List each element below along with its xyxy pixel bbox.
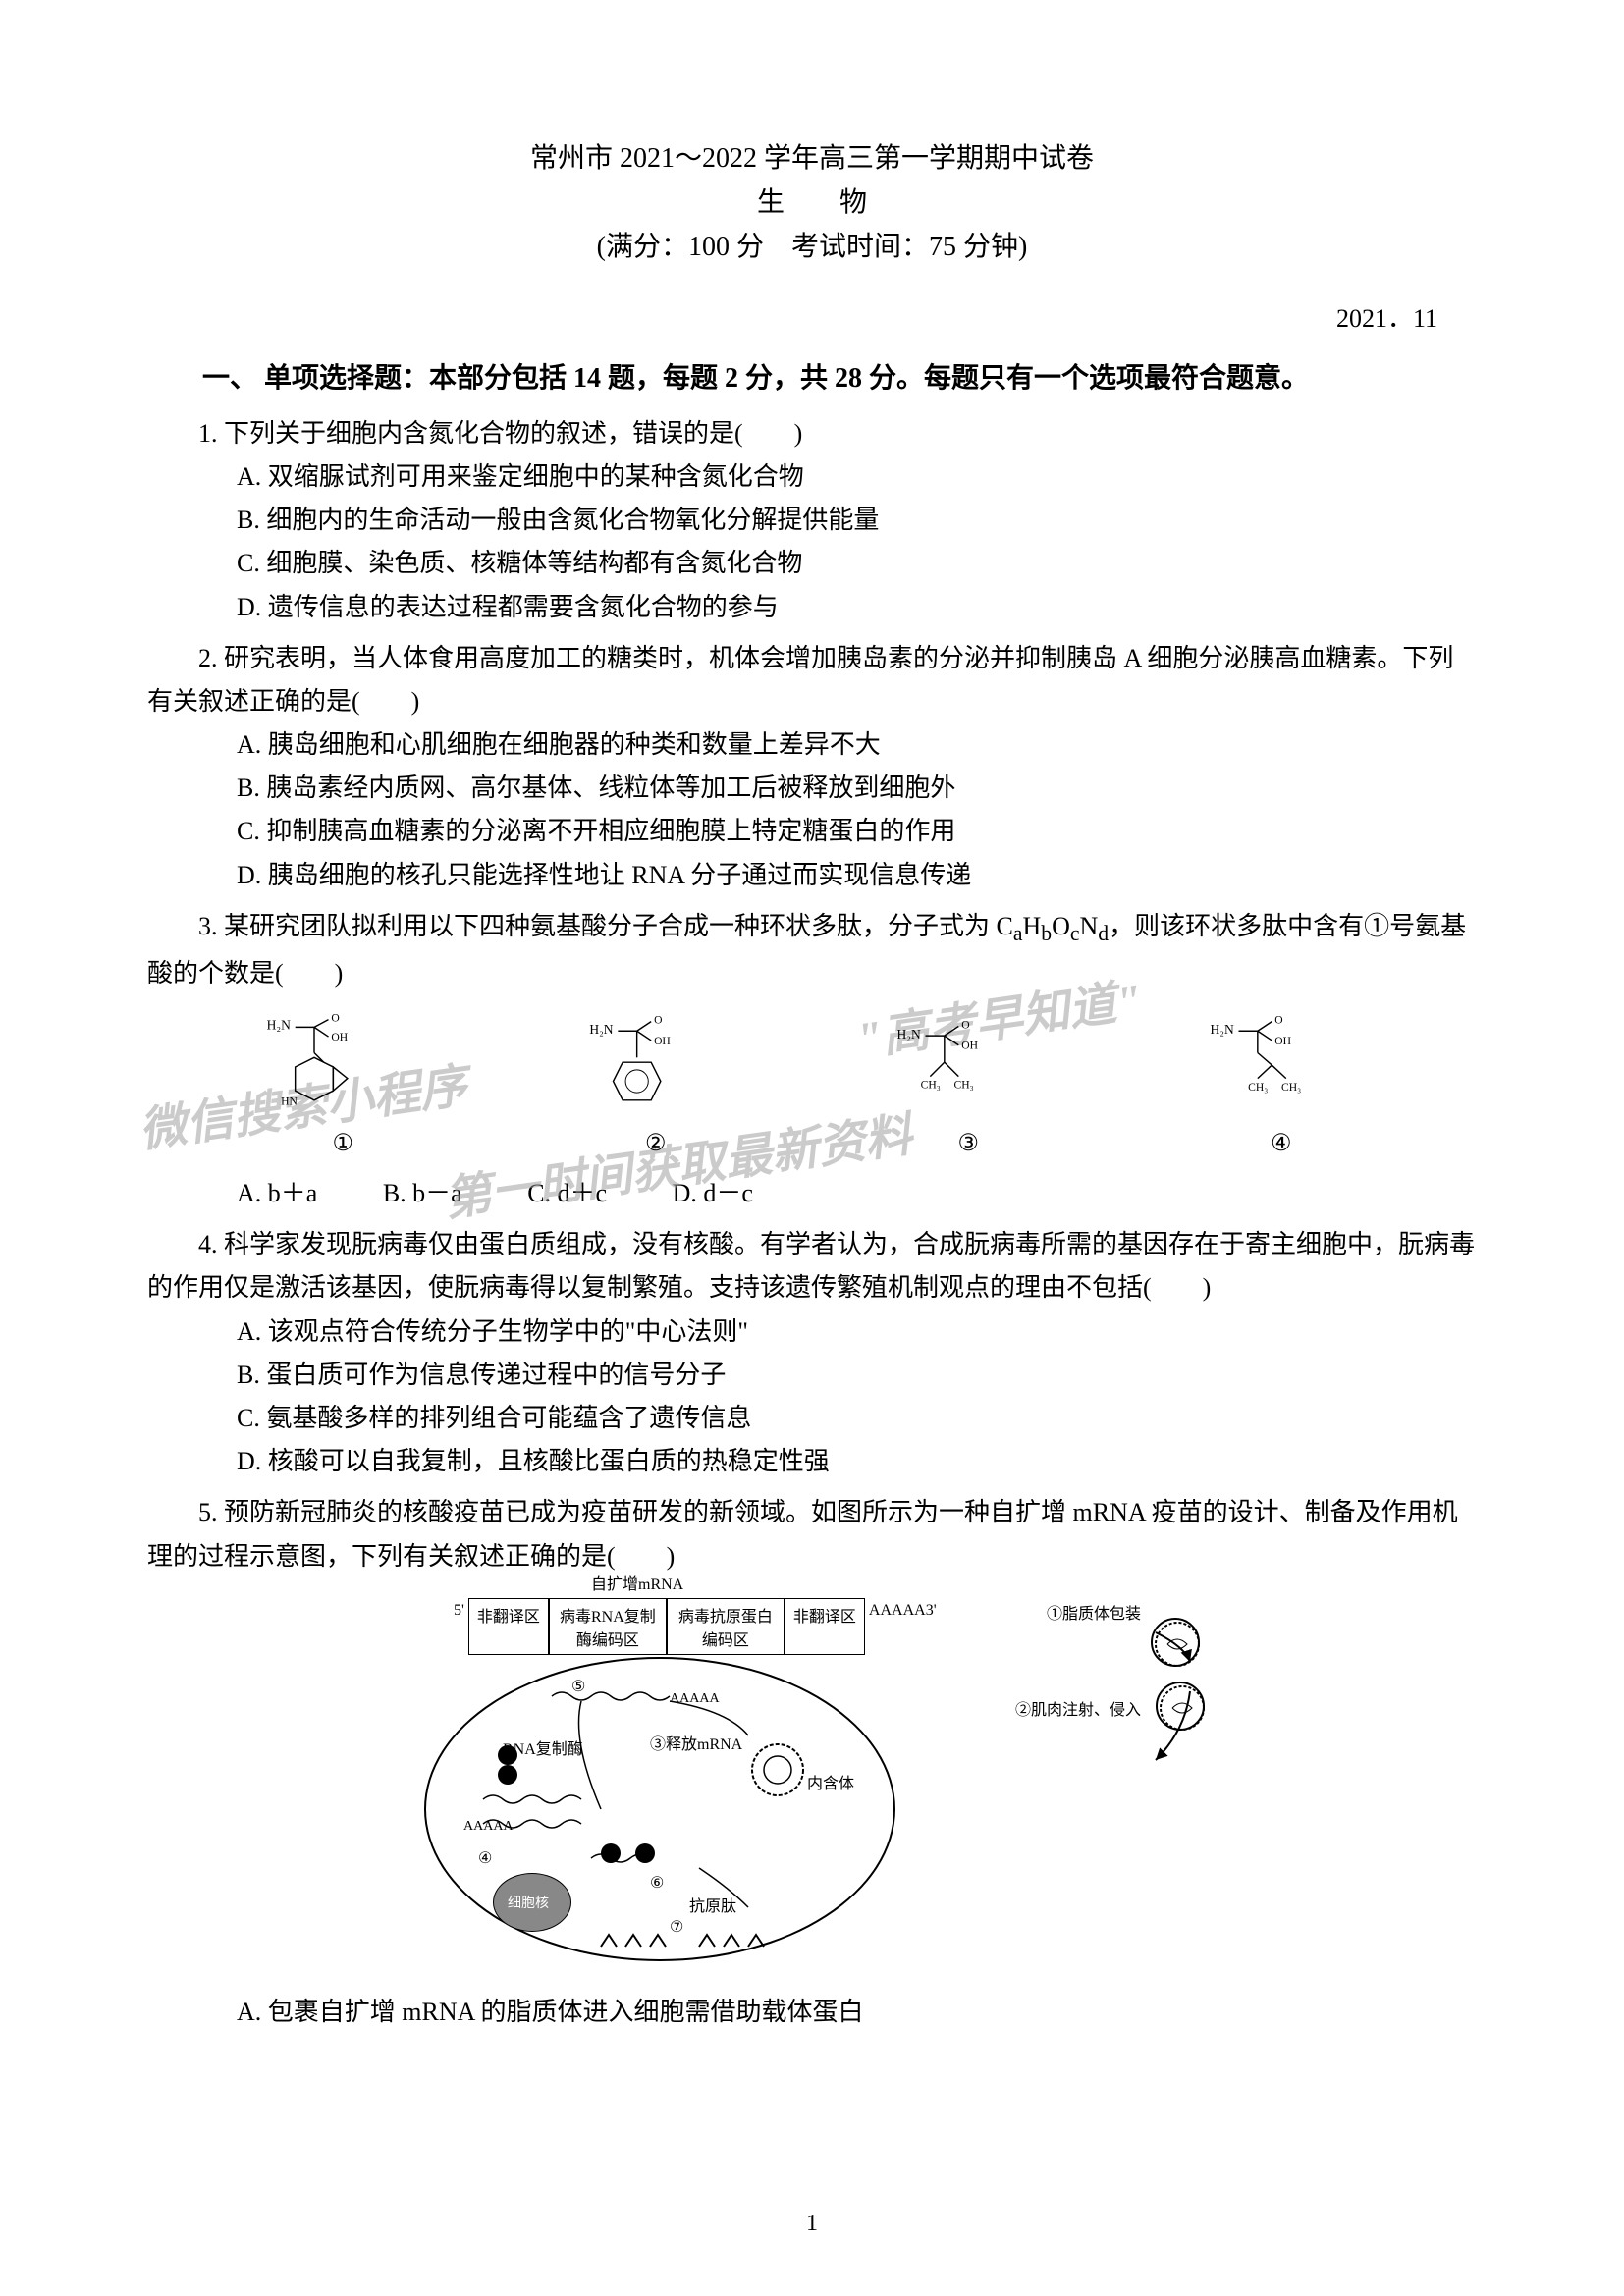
q2-option-b: B. 胰岛素经内质网、高尔基体、线粒体等加工后被释放到细胞外 (147, 767, 1477, 810)
svg-text:H₂N: H₂N (267, 1017, 291, 1032)
label-injection: ②肌肉注射、侵入 (1015, 1696, 1141, 1720)
molecule-1-label: ① (332, 1129, 353, 1157)
q1-stem: 1. 下列关于细胞内含氮化合物的叙述，错误的是( ) (147, 412, 1477, 455)
molecule-4-label: ④ (1271, 1129, 1292, 1157)
question-5: 5. 预防新冠肺炎的核酸疫苗已成为疫苗研发的新领域。如图所示为一种自扩增 mRN… (147, 1491, 1477, 2034)
svg-text:O: O (1274, 1014, 1282, 1027)
question-4: 4. 科学家发现朊病毒仅由蛋白质组成，没有核酸。有学者认为，合成朊病毒所需的基因… (147, 1223, 1477, 1483)
svg-text:OH: OH (1274, 1035, 1291, 1047)
molecule-3-svg: H₂N O OH CH₃ CH₃ (880, 1010, 1056, 1124)
mrna-5prime: 5' (454, 1598, 468, 1655)
q3-option-d: D. d－c (673, 1172, 753, 1215)
svg-text:OH: OH (332, 1031, 349, 1043)
molecule-1: H₂N O OH HN ① (244, 1010, 441, 1157)
mrna-box-2: 病毒RNA复制酶编码区 (549, 1598, 667, 1655)
mrna-polya: AAAAA3' (865, 1598, 937, 1655)
q3-stem: 3. 某研究团队拟利用以下四种氨基酸分子合成一种环状多肽，分子式为 CaHbOc… (147, 905, 1477, 995)
q2-option-d: D. 胰岛细胞的核孔只能选择性地让 RNA 分子通过而实现信息传递 (147, 854, 1477, 897)
molecule-2-label: ② (645, 1129, 667, 1157)
molecule-3-label: ③ (957, 1129, 979, 1157)
q2-option-c: C. 抑制胰高血糖素的分泌离不开相应细胞膜上特定糖蛋白的作用 (147, 810, 1477, 853)
section-1-heading: 一、 单项选择题：本部分包括 14 题，每题 2 分，共 28 分。每题只有一个… (147, 354, 1477, 403)
q2-stem: 2. 研究表明，当人体食用高度加工的糖类时，机体会增加胰岛素的分泌并抑制胰岛 A… (147, 637, 1477, 723)
q3-mid2: O (1052, 912, 1070, 940)
q4-stem: 4. 科学家发现朊病毒仅由蛋白质组成，没有核酸。有学者认为，合成朊病毒所需的基因… (147, 1223, 1477, 1309)
q1-option-d: D. 遗传信息的表达过程都需要含氮化合物的参与 (147, 586, 1477, 629)
mrna-box-3: 病毒抗原蛋白编码区 (667, 1598, 785, 1655)
mrna-box-row: 5' 非翻译区 病毒RNA复制酶编码区 病毒抗原蛋白编码区 非翻译区 AAAAA… (454, 1598, 937, 1655)
question-1: 1. 下列关于细胞内含氮化合物的叙述，错误的是( ) A. 双缩脲试剂可用来鉴定… (147, 412, 1477, 629)
mrna-vaccine-diagram: 自扩增mRNA 5' 非翻译区 病毒RNA复制酶编码区 病毒抗原蛋白编码区 非翻… (395, 1588, 1229, 1981)
molecule-4-svg: H₂N O OH CH₃ CH₃ (1193, 1010, 1370, 1124)
page-number: 1 (806, 2211, 818, 2237)
svg-text:OH: OH (654, 1035, 671, 1047)
q3-mid1: H (1022, 912, 1041, 940)
mrna-box-1: 非翻译区 (468, 1598, 549, 1655)
q4-option-b: B. 蛋白质可作为信息传递过程中的信号分子 (147, 1354, 1477, 1397)
q3-stem-part1: 3. 某研究团队拟利用以下四种氨基酸分子合成一种环状多肽，分子式为 C (198, 912, 1013, 940)
q2-option-a: A. 胰岛细胞和心肌细胞在细胞器的种类和数量上差异不大 (147, 723, 1477, 767)
mrna-box-4: 非翻译区 (785, 1598, 865, 1655)
svg-text:OH: OH (961, 1040, 978, 1052)
label-liposome-packaging: ①脂质体包装 (1047, 1600, 1141, 1624)
question-2: 2. 研究表明，当人体食用高度加工的糖类时，机体会增加胰岛素的分泌并抑制胰岛 A… (147, 637, 1477, 897)
molecule-4: H₂N O OH CH₃ CH₃ ④ (1183, 1010, 1380, 1157)
q1-option-a: A. 双缩脲试剂可用来鉴定细胞中的某种含氮化合物 (147, 455, 1477, 499)
q1-option-b: B. 细胞内的生命活动一般由含氮化合物氧化分解提供能量 (147, 499, 1477, 542)
q4-option-a: A. 该观点符合传统分子生物学中的"中心法则" (147, 1310, 1477, 1354)
svg-text:O: O (961, 1018, 969, 1031)
svg-text:H₂N: H₂N (589, 1022, 613, 1037)
title-line-3: (满分：100 分 考试时间：75 分钟) (147, 226, 1477, 270)
q3-options: A. b＋a B. b－a C. d＋c D. d－c (147, 1172, 1477, 1215)
svg-text:H₂N: H₂N (897, 1027, 921, 1041)
q3-option-c: C. d＋c (527, 1172, 607, 1215)
arrows-right (1136, 1613, 1224, 1789)
molecule-structures-row: "高考早知道" 微信搜索小程序 第一时间获取最新资料 H₂N O OH HN ① (187, 1010, 1437, 1157)
q3-mid3: N (1079, 912, 1098, 940)
q3-sub-b: b (1041, 922, 1052, 945)
svg-text:CH₃: CH₃ (1281, 1081, 1301, 1094)
molecule-1-svg: H₂N O OH HN (254, 1010, 431, 1124)
q3-sub-d: d (1098, 922, 1109, 945)
svg-text:HN: HN (281, 1095, 298, 1108)
q3-option-a: A. b＋a (237, 1172, 317, 1215)
exam-date: 2021．11 (147, 298, 1477, 335)
membrane-proteins-icon (591, 1927, 837, 1976)
q3-option-b: B. b－a (383, 1172, 462, 1215)
mrna-top-label: 自扩增mRNA (591, 1571, 683, 1594)
svg-text:O: O (654, 1014, 662, 1027)
svg-text:H₂N: H₂N (1210, 1022, 1233, 1037)
svg-text:CH₃: CH₃ (954, 1078, 974, 1091)
mrna-wavy-lines (454, 1682, 866, 1937)
q4-option-d: D. 核酸可以自我复制，且核酸比蛋白质的热稳定性强 (147, 1440, 1477, 1483)
q5-option-a: A. 包裹自扩增 mRNA 的脂质体进入细胞需借助载体蛋白 (147, 1991, 1477, 2034)
title-line-2: 生 物 (147, 182, 1477, 226)
svg-text:CH₃: CH₃ (1248, 1081, 1268, 1094)
exam-header: 常州市 2021～2022 学年高三第一学期期中试卷 生 物 (满分：100 分… (147, 137, 1477, 269)
q5-stem: 5. 预防新冠肺炎的核酸疫苗已成为疫苗研发的新领域。如图所示为一种自扩增 mRN… (147, 1491, 1477, 1577)
molecule-2-svg: H₂N O OH (568, 1010, 744, 1124)
svg-text:O: O (332, 1012, 340, 1025)
q4-option-c: C. 氨基酸多样的排列组合可能蕴含了遗传信息 (147, 1397, 1477, 1440)
svg-text:CH₃: CH₃ (921, 1078, 941, 1091)
title-line-1: 常州市 2021～2022 学年高三第一学期期中试卷 (147, 137, 1477, 182)
molecule-3: H₂N O OH CH₃ CH₃ ③ (870, 1010, 1066, 1157)
question-3: 3. 某研究团队拟利用以下四种氨基酸分子合成一种环状多肽，分子式为 CaHbOc… (147, 905, 1477, 1215)
q1-option-c: C. 细胞膜、染色质、核糖体等结构都有含氮化合物 (147, 542, 1477, 585)
molecule-2: H₂N O OH ② (558, 1010, 754, 1157)
